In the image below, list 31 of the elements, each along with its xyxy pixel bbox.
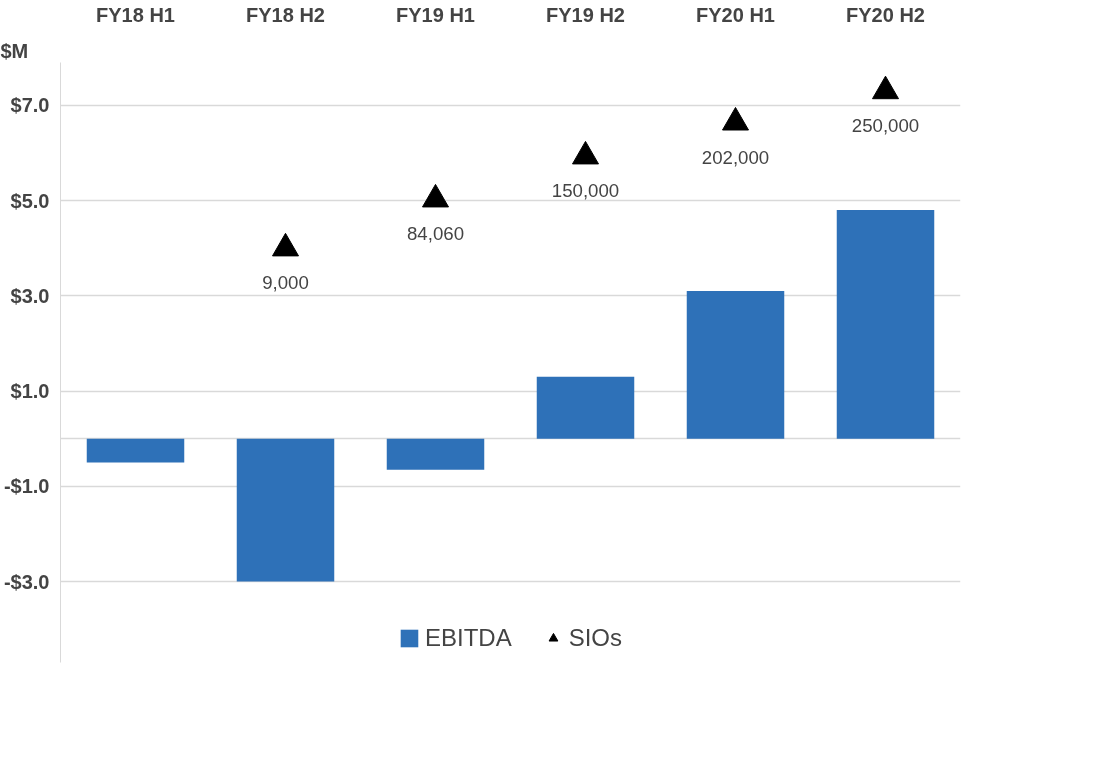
data-label: 250,000 — [851, 115, 920, 137]
bar — [236, 438, 335, 582]
y-tick-label: -$3.0 — [3, 570, 50, 593]
point — [872, 75, 899, 100]
bar — [536, 376, 635, 439]
data-label: 84,060 — [406, 223, 465, 245]
y-tick-label: $3.0 — [10, 284, 50, 307]
point — [572, 140, 599, 165]
data-label: 150,000 — [551, 180, 620, 202]
point — [722, 106, 749, 131]
x-tick-label: FY19 H1 — [396, 3, 475, 26]
bar — [86, 438, 185, 463]
y-tick-label: -$1.0 — [3, 475, 50, 498]
point — [272, 232, 299, 257]
bar — [686, 291, 785, 439]
data-label: 202,000 — [701, 146, 770, 168]
y-axis-title: $M — [0, 39, 29, 62]
y-tick-label: $5.0 — [10, 189, 50, 212]
data-label: 9,000 — [262, 272, 309, 294]
bar — [386, 438, 485, 470]
bar — [836, 210, 935, 439]
x-tick-label: FY20 H1 — [696, 3, 775, 26]
x-tick-label: FY20 H2 — [846, 3, 925, 26]
point — [422, 183, 449, 208]
x-tick-label: FY19 H2 — [546, 3, 625, 26]
y-tick-label: $1.0 — [10, 380, 50, 403]
legend-label: EBITDA — [424, 624, 512, 652]
legend-label: SIOs — [568, 624, 623, 652]
y-tick-label: $7.0 — [10, 94, 50, 117]
x-tick-label: FY18 H2 — [246, 3, 325, 26]
x-tick-label: FY18 H1 — [96, 3, 175, 26]
